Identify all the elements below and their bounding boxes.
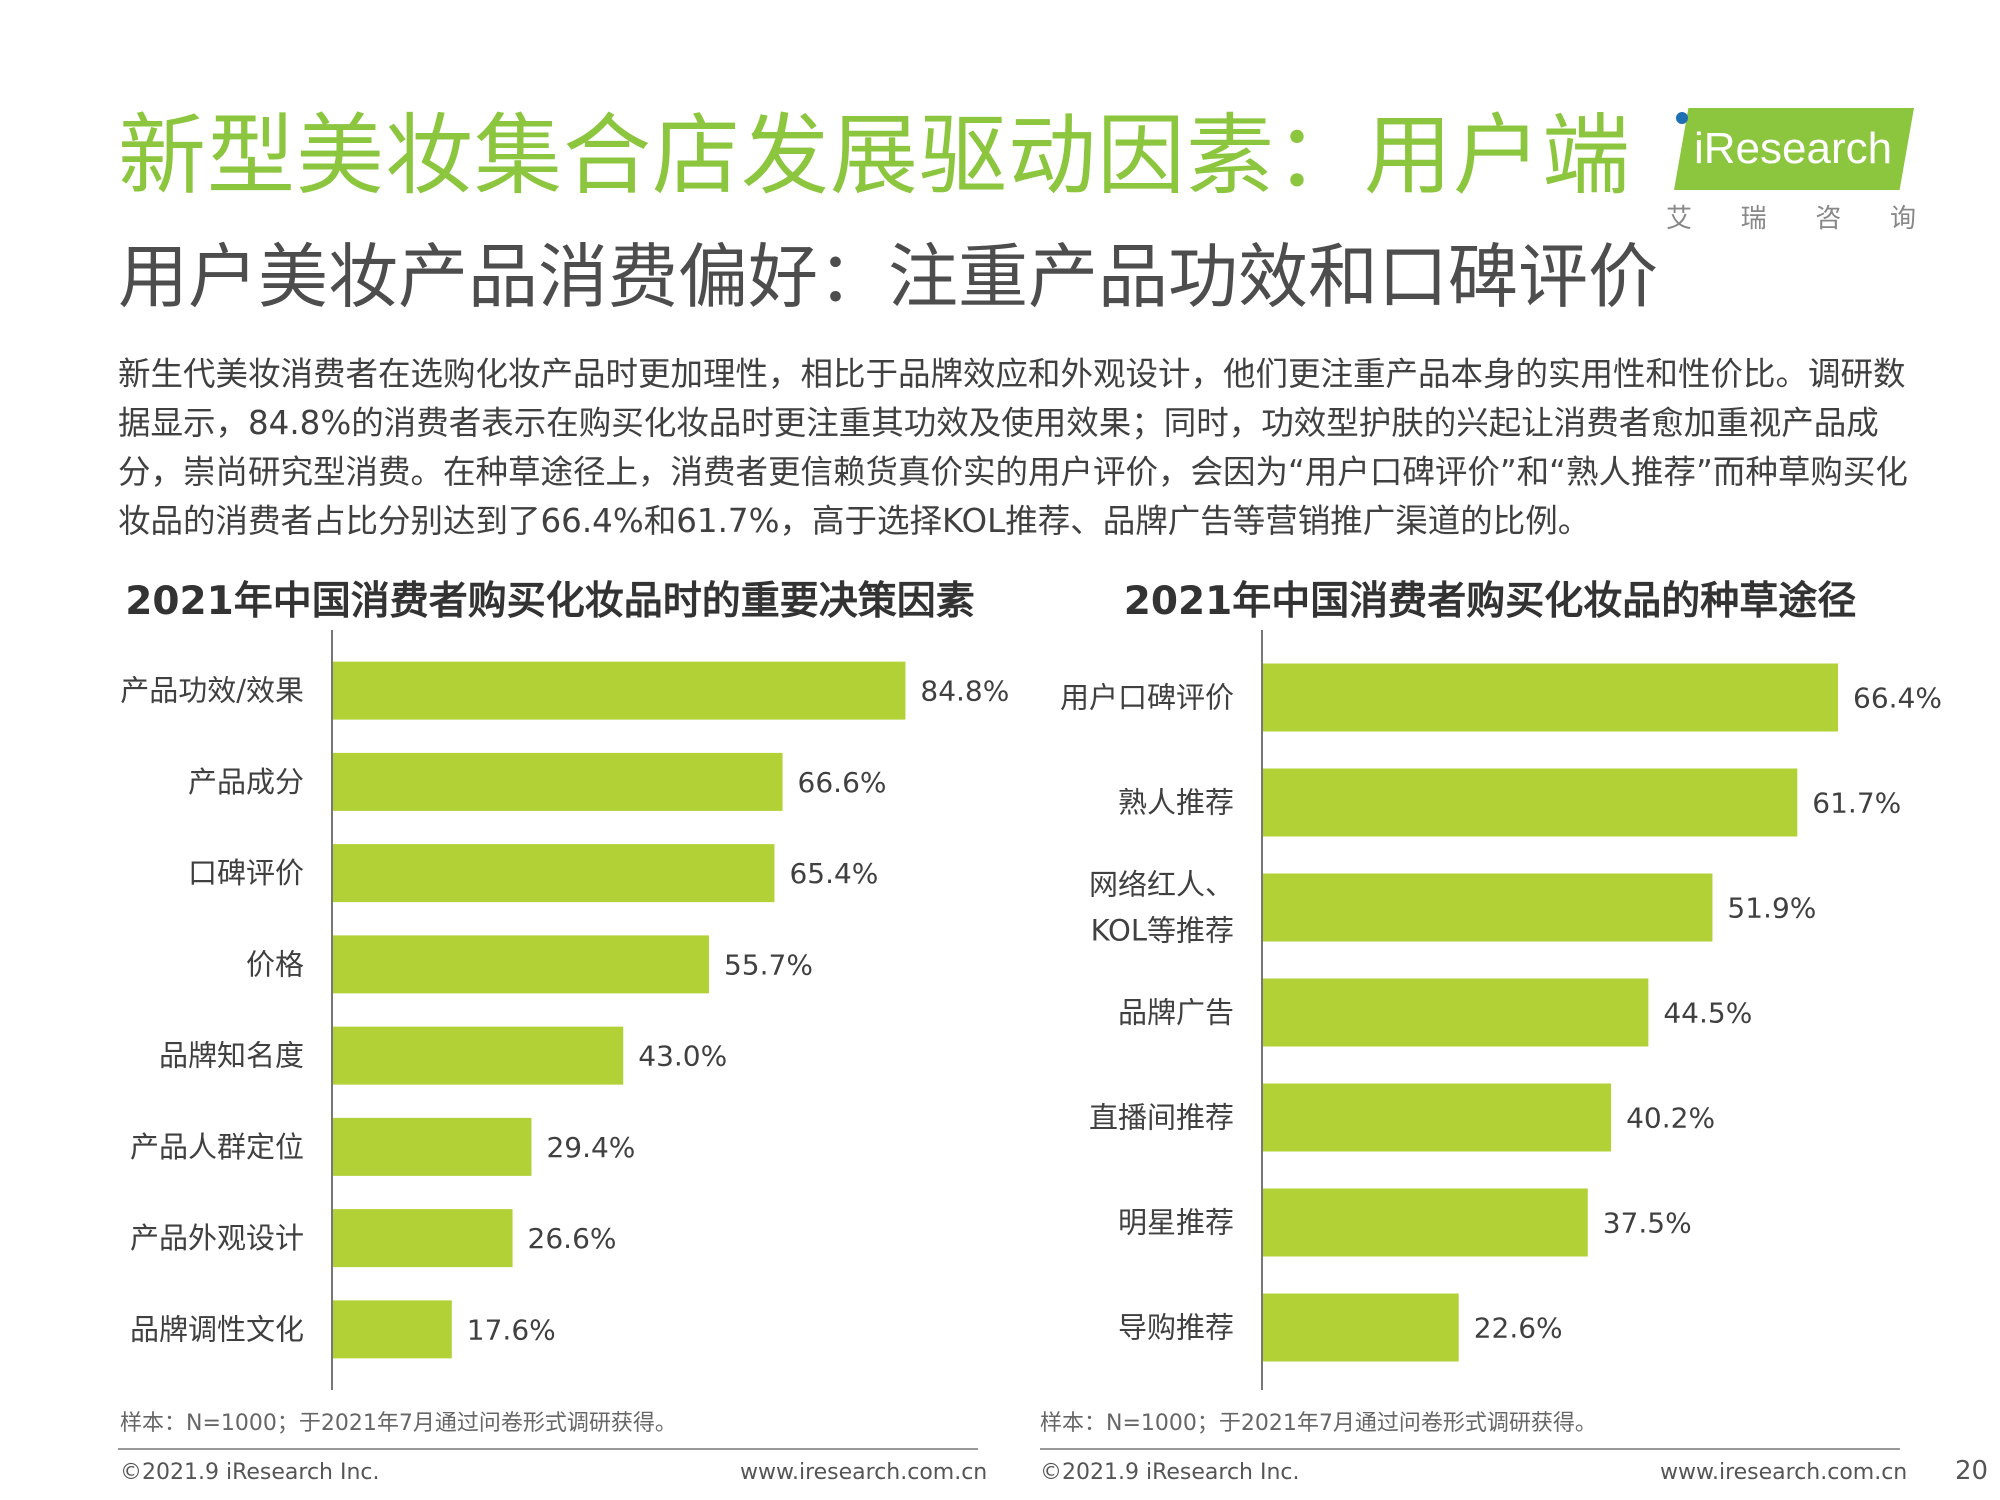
value-label: 66.4% [1853,682,1942,715]
seeding-channels-chart: 用户口碑评价 66.4% 熟人推荐 61.7% 网络红人、 KOL等推荐 51.9% 品牌广告… [1060,630,1942,1390]
copyright-left: ©2021.9 iResearch Inc. [120,1460,380,1485]
intro-paragraph: 新生代美妆消费者在选购化妆产品时更加理性，相比于品牌效应和外观设计，他们更注重产… [118,355,1908,540]
bar [1263,1293,1459,1362]
bar [1263,768,1798,837]
bar [1263,1188,1588,1257]
value-label: 40.2% [1626,1102,1715,1135]
logo-cn-char: 瑞 [1740,204,1767,234]
bar [333,752,783,811]
page-title: 新型美妆集合店发展驱动因素：用户端 [118,104,1632,207]
bar [333,1026,624,1085]
value-label: 61.7% [1812,787,1901,820]
value-label: 43.0% [638,1040,727,1073]
bar [333,661,906,720]
bar [333,1117,532,1176]
logo-dot-icon [1676,112,1688,124]
category-label: 品牌广告 [1118,996,1234,1030]
value-label: 29.4% [546,1131,635,1164]
page-subtitle: 用户美妆产品消费偏好：注重产品功效和口碑评价 [118,236,1658,318]
left-chart-note: 样本：N=1000；于2021年7月通过问卷形式调研获得。 [120,1411,677,1436]
category-label: 熟人推荐 [1118,786,1234,820]
value-label: 66.6% [798,766,887,799]
category-label: 品牌知名度 [159,1039,304,1073]
right-chart-note: 样本：N=1000；于2021年7月通过问卷形式调研获得。 [1040,1411,1597,1436]
page-number: 20 [1955,1456,1989,1486]
value-label: 37.5% [1603,1207,1692,1240]
bar [333,1209,513,1268]
category-label: 产品外观设计 [130,1221,304,1255]
footer-divider-right [1040,1448,1900,1450]
bar [333,935,709,994]
bar [1263,978,1649,1047]
bar [1263,873,1713,942]
logo-cn-char: 询 [1889,204,1916,234]
value-label: 55.7% [724,948,813,981]
category-label: KOL等推荐 [1091,914,1234,948]
footer-divider-left [118,1448,978,1450]
category-label: 明星推荐 [1118,1206,1234,1240]
category-label: 口碑评价 [188,856,304,890]
logo-badge [1674,108,1914,190]
bar [333,1300,452,1359]
bar [333,844,775,903]
category-label: 产品人群定位 [130,1130,304,1164]
left-chart-title: 2021年中国消费者购买化妆品时的重要决策因素 [125,579,975,624]
bar [1263,1083,1612,1152]
logo-chinese-name: 艾 瑞 咨 询 [1666,198,1916,235]
value-label: 51.9% [1727,892,1816,925]
decision-factors-chart: 产品功效/效果 84.8% 产品成分 66.6% 口碑评价 65.4% 价格 55.7% 品牌知… [120,630,1009,1390]
category-label: 直播间推荐 [1089,1101,1234,1135]
category-label: 用户口碑评价 [1060,681,1234,715]
category-label: 导购推荐 [1118,1311,1234,1345]
website-link-left[interactable]: www.iresearch.com.cn [740,1460,988,1485]
logo-cn-char: 艾 [1666,204,1693,234]
category-label: 网络红人、 [1089,868,1234,902]
category-label: 产品功效/效果 [120,674,304,708]
value-label: 65.4% [789,857,878,890]
value-label: 84.8% [920,675,1009,708]
category-label: 价格 [246,947,304,981]
copyright-right: ©2021.9 iResearch Inc. [1040,1460,1300,1485]
category-label: 产品成分 [188,765,304,799]
value-label: 26.6% [528,1222,617,1255]
iresearch-logo: iResearch 艾 瑞 咨 询 [1666,108,1916,234]
value-label: 22.6% [1474,1312,1563,1345]
value-label: 17.6% [467,1313,556,1346]
logo-brand-text: iResearch [1694,124,1893,173]
website-link-right[interactable]: www.iresearch.com.cn [1660,1460,1908,1485]
logo-cn-char: 咨 [1815,204,1842,234]
category-label: 品牌调性文化 [130,1312,304,1346]
right-chart-title: 2021年中国消费者购买化妆品的种草途径 [1123,579,1857,624]
value-label: 44.5% [1663,997,1752,1030]
bar [1263,663,1838,732]
